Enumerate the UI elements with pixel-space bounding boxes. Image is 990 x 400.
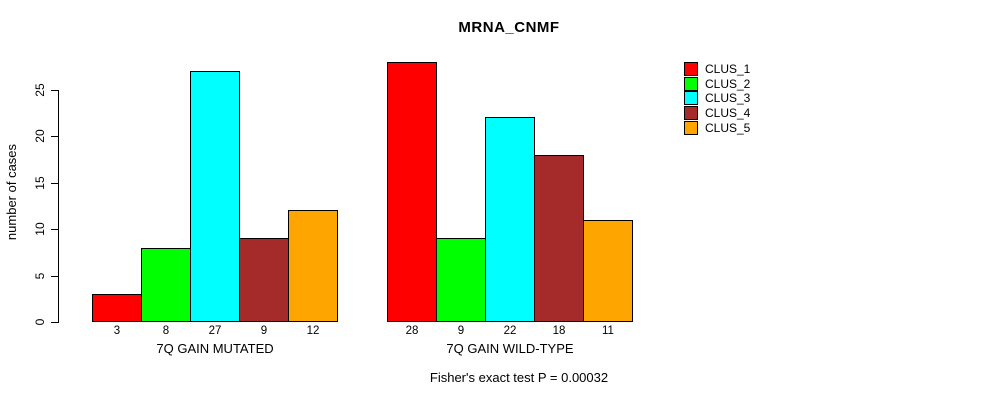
legend-item-clus_5: CLUS_5 <box>684 120 750 135</box>
legend-swatch-icon <box>684 120 698 135</box>
bar-clus_4-group2 <box>534 155 584 322</box>
y-tick <box>51 322 58 323</box>
bar-clus_5-group2 <box>583 220 633 322</box>
bar-value-label: 22 <box>503 325 517 337</box>
y-tick-label: 5 <box>33 272 47 279</box>
y-tick <box>51 275 58 277</box>
y-tick-label: 10 <box>33 222 47 236</box>
bar-value-label: 12 <box>306 325 320 337</box>
bar-clus_3-group2 <box>485 117 535 322</box>
bar-value-label: 9 <box>260 325 268 337</box>
legend: CLUS_1 CLUS_2 CLUS_3 CLUS_4 CLUS_5 <box>684 62 750 135</box>
bar-clus_1-group1 <box>92 294 142 322</box>
y-tick-label: 20 <box>33 129 47 143</box>
bar-value-label: 18 <box>552 325 566 337</box>
annotation-text: Fisher's exact test P = 0.00032 <box>429 370 609 385</box>
bar-clus_1-group2 <box>387 62 437 322</box>
x-group-label: 7Q GAIN WILD-TYPE <box>446 341 574 356</box>
bar-value-label: 8 <box>162 325 170 337</box>
legend-label: CLUS_3 <box>705 91 751 106</box>
legend-swatch-icon <box>684 62 698 77</box>
bar-clus_2-group2 <box>436 238 486 322</box>
bar-clus_4-group1 <box>239 238 289 322</box>
bar-value-label: 27 <box>208 325 222 337</box>
legend-item-clus_2: CLUS_2 <box>684 76 751 92</box>
y-tick-label: 25 <box>33 82 47 97</box>
legend-label: CLUS_2 <box>705 76 751 91</box>
legend-item-clus_4: CLUS_4 <box>684 106 750 121</box>
bar-clus_2-group1 <box>141 248 191 322</box>
legend-label: CLUS_5 <box>705 120 751 135</box>
legend-swatch-icon <box>684 91 698 106</box>
legend-label: CLUS_4 <box>705 106 751 121</box>
bar-value-label: 11 <box>602 325 614 337</box>
y-axis-label: number of cases <box>4 143 19 241</box>
y-axis-line <box>58 90 59 323</box>
legend-label: CLUS_1 <box>705 62 751 77</box>
bar-value-label: 9 <box>457 325 465 337</box>
legend-item-clus_1: CLUS_1 <box>684 62 750 77</box>
y-tick-label: 15 <box>33 175 47 190</box>
y-tick-label: 0 <box>33 318 47 326</box>
x-group-label: 7Q GAIN MUTATED <box>156 341 274 356</box>
legend-item-clus_3: CLUS_3 <box>684 91 750 106</box>
bar-clus_3-group1 <box>190 71 240 322</box>
y-tick <box>51 182 58 184</box>
bar-value-label: 3 <box>113 325 121 337</box>
y-tick <box>51 136 58 137</box>
y-tick <box>51 89 58 91</box>
bar-value-label: 28 <box>405 325 419 337</box>
y-tick <box>51 229 58 230</box>
legend-swatch-icon <box>684 106 698 121</box>
bar-clus_5-group1 <box>288 210 338 322</box>
legend-swatch-icon <box>684 76 698 91</box>
chart-title: MRNA_CNMF <box>458 19 560 36</box>
